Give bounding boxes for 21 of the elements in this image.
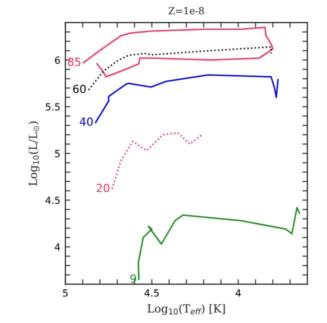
x-tick-label: 4.5 xyxy=(144,289,159,297)
line-series xyxy=(88,46,272,91)
line-series xyxy=(111,132,203,190)
y-tick-label: 4 xyxy=(54,243,60,251)
series-label: 60 xyxy=(73,84,86,94)
chart-title: Z=1e-8 xyxy=(168,7,204,14)
x-tick-label: 5 xyxy=(63,289,68,297)
y-tick-label: 6 xyxy=(55,56,60,64)
y-tick-label: 5 xyxy=(55,150,60,158)
x-axis-title: Log$_{10}$(T$_{eff}$) [K] xyxy=(148,304,225,315)
series-label: 85 xyxy=(68,58,80,66)
y-tick-label: 5.5 xyxy=(46,103,60,111)
series-label: 9 xyxy=(130,274,136,283)
y-tick-label: 4.5 xyxy=(46,196,60,204)
x-tick-label: 4 xyxy=(236,289,241,296)
line-series xyxy=(138,206,300,280)
line-series xyxy=(82,26,274,78)
series-label: 40 xyxy=(80,117,93,126)
series-label: 20 xyxy=(96,184,110,192)
line-series xyxy=(94,74,279,124)
y-axis-title: Log$_{10}$(L/L$_{⊙}$) xyxy=(28,122,40,186)
